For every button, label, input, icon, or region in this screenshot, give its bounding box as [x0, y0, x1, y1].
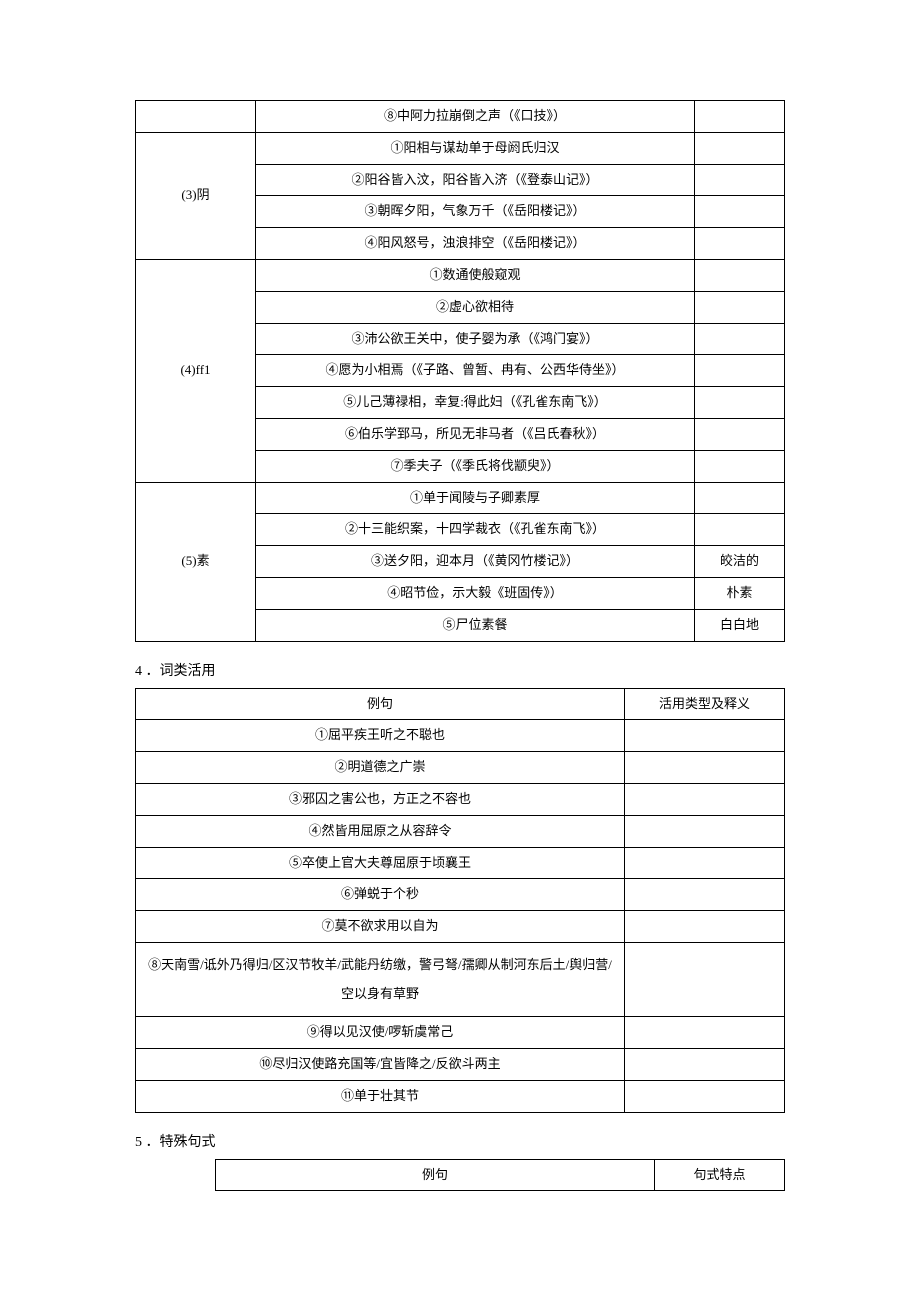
table-polysemy: ⑧中阿力拉崩倒之声（《口技》） (3)阴 ①阳相与谋劫单于母阏氏归汉 ②阳谷皆入… [135, 100, 785, 642]
cell-content: ⑦季夫子（《季氏将伐颛臾》） [256, 450, 695, 482]
table-row: 例句 句式特点 [216, 1159, 785, 1191]
cell-content: ②阳谷皆入汶，阳谷皆入济（《登泰山记》） [256, 164, 695, 196]
cell-note [695, 228, 785, 260]
cell-content: ③邪囚之害公也，方正之不容也 [136, 783, 625, 815]
table-row: ⑧中阿力拉崩倒之声（《口技》） [136, 101, 785, 133]
document-page: ⑧中阿力拉崩倒之声（《口技》） (3)阴 ①阳相与谋劫单于母阏氏归汉 ②阳谷皆入… [0, 0, 920, 1251]
cell-content: ⑨得以见汉使/啰斩虞常己 [136, 1017, 625, 1049]
cell-note [625, 720, 785, 752]
cell-content: ⑥伯乐学郅马，所见无非马者（《吕氏春秋》） [256, 418, 695, 450]
cell-note [695, 196, 785, 228]
cell-header: 活用类型及释义 [625, 688, 785, 720]
table-row: 例句 活用类型及释义 [136, 688, 785, 720]
cell-content: ⑩尽归汉使路充国等/宜皆降之/反欲斗两主 [136, 1048, 625, 1080]
table3-wrapper: 例句 句式特点 [135, 1159, 785, 1192]
cell-content: ⑧天南雪/诋外乃得归/区汉节牧羊/武能丹纺缴，警弓弩/孺卿从制河东后土/舆归营/… [136, 942, 625, 1016]
cell-content: ⑪单于壮其节 [136, 1080, 625, 1112]
cell-note: 皎洁的 [695, 546, 785, 578]
cell-note [625, 815, 785, 847]
cell-content: ④然皆用屈原之从容辞令 [136, 815, 625, 847]
cell-content: ⑤卒使上官大夫尊屈原于顷襄王 [136, 847, 625, 879]
cell-header: 例句 [136, 688, 625, 720]
cell-content: ②虚心欲相待 [256, 291, 695, 323]
cell-note [625, 752, 785, 784]
cell-label [136, 101, 256, 133]
table-row: ⑤卒使上官大夫尊屈原于顷襄王 [136, 847, 785, 879]
cell-content: ③沛公欲王关中，使子婴为承（《鸿门宴》） [256, 323, 695, 355]
table-row: ⑦莫不欲求用以自为 [136, 911, 785, 943]
table-row: ③邪囚之害公也，方正之不容也 [136, 783, 785, 815]
cell-note [695, 355, 785, 387]
cell-content: ④阳风怒号，浊浪排空（《岳阳楼记》） [256, 228, 695, 260]
table-row: (4)ff1 ①数通使般窥观 [136, 259, 785, 291]
cell-content: ⑤儿己薄禄相，幸复:得此妇（《孔雀东南飞》） [256, 387, 695, 419]
cell-note [695, 164, 785, 196]
cell-note [695, 387, 785, 419]
cell-note [625, 847, 785, 879]
cell-note [695, 418, 785, 450]
cell-note [625, 1080, 785, 1112]
cell-note [695, 450, 785, 482]
cell-content: ①阳相与谋劫单于母阏氏归汉 [256, 132, 695, 164]
table-row: ①屈平疾王听之不聪也 [136, 720, 785, 752]
cell-note [625, 783, 785, 815]
cell-content: ①单于闻陵与子卿素厚 [256, 482, 695, 514]
cell-content: ⑥弹蜕于个秒 [136, 879, 625, 911]
table-sentence-pattern: 例句 句式特点 [215, 1159, 785, 1192]
cell-note [625, 879, 785, 911]
cell-note [695, 291, 785, 323]
cell-note [625, 942, 785, 1016]
cell-note [695, 482, 785, 514]
cell-content: ③朝晖夕阳，气象万千（《岳阳楼记》） [256, 196, 695, 228]
cell-content: ①数通使般窥观 [256, 259, 695, 291]
table-row: ②明道德之广崇 [136, 752, 785, 784]
cell-content: ②明道德之广崇 [136, 752, 625, 784]
cell-content: ⑦莫不欲求用以自为 [136, 911, 625, 943]
cell-note [625, 1048, 785, 1080]
cell-note [695, 259, 785, 291]
table-row: ⑧天南雪/诋外乃得归/区汉节牧羊/武能丹纺缴，警弓弩/孺卿从制河东后土/舆归营/… [136, 942, 785, 1016]
cell-label: (3)阴 [136, 132, 256, 259]
cell-note [695, 101, 785, 133]
cell-header: 句式特点 [655, 1159, 785, 1191]
cell-content: ④愿为小相焉（《子路、曾暂、冉有、公西华侍坐》） [256, 355, 695, 387]
table-row: ⑥弹蜕于个秒 [136, 879, 785, 911]
table-word-usage: 例句 活用类型及释义 ①屈平疾王听之不聪也 ②明道德之广崇 ③邪囚之害公也，方正… [135, 688, 785, 1113]
cell-header: 例句 [216, 1159, 655, 1191]
table-row: ⑩尽归汉使路充国等/宜皆降之/反欲斗两主 [136, 1048, 785, 1080]
cell-content: ①屈平疾王听之不聪也 [136, 720, 625, 752]
cell-note: 朴素 [695, 577, 785, 609]
cell-content: ⑤尸位素餐 [256, 609, 695, 641]
cell-note [695, 132, 785, 164]
cell-content: ⑧中阿力拉崩倒之声（《口技》） [256, 101, 695, 133]
table-row: ⑨得以见汉使/啰斩虞常己 [136, 1017, 785, 1049]
cell-label: (4)ff1 [136, 259, 256, 482]
heading-section-4: 4 ．词类活用 [135, 660, 785, 680]
cell-note [695, 514, 785, 546]
cell-content: ④昭节俭，示大毅《班固传》） [256, 577, 695, 609]
cell-note: 白白地 [695, 609, 785, 641]
table-row: (3)阴 ①阳相与谋劫单于母阏氏归汉 [136, 132, 785, 164]
cell-content: ②十三能织案，十四学裁衣（《孔雀东南飞》） [256, 514, 695, 546]
cell-note [625, 911, 785, 943]
cell-content: ③送夕阳，迎本月（《黄冈竹楼记》） [256, 546, 695, 578]
table-row: ④然皆用屈原之从容辞令 [136, 815, 785, 847]
cell-note [695, 323, 785, 355]
cell-note [625, 1017, 785, 1049]
table-row: (5)素 ①单于闻陵与子卿素厚 [136, 482, 785, 514]
cell-label: (5)素 [136, 482, 256, 641]
table-row: ⑪单于壮其节 [136, 1080, 785, 1112]
heading-section-5: 5 ．特殊句式 [135, 1131, 785, 1151]
